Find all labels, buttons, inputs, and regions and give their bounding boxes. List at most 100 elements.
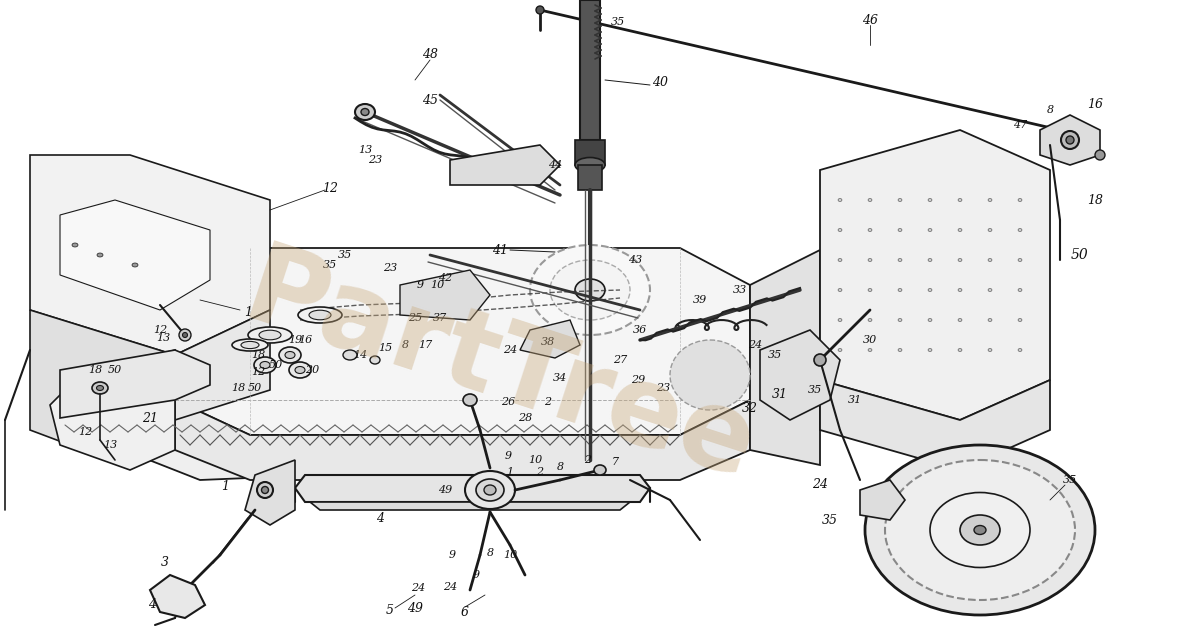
Ellipse shape bbox=[310, 310, 331, 320]
Ellipse shape bbox=[1066, 136, 1074, 144]
Ellipse shape bbox=[466, 471, 515, 509]
Ellipse shape bbox=[1061, 131, 1079, 149]
Ellipse shape bbox=[838, 258, 842, 261]
Text: 18: 18 bbox=[230, 383, 245, 393]
Ellipse shape bbox=[958, 289, 962, 292]
Text: 12: 12 bbox=[251, 367, 265, 377]
Text: 23: 23 bbox=[368, 155, 382, 165]
Ellipse shape bbox=[865, 445, 1096, 615]
Ellipse shape bbox=[97, 253, 103, 257]
Text: 31: 31 bbox=[848, 395, 862, 405]
Text: 34: 34 bbox=[553, 373, 568, 383]
Ellipse shape bbox=[868, 289, 872, 292]
Ellipse shape bbox=[898, 258, 902, 261]
Text: 47: 47 bbox=[1013, 120, 1027, 130]
Ellipse shape bbox=[928, 319, 932, 321]
Polygon shape bbox=[580, 0, 600, 140]
Text: 2: 2 bbox=[584, 455, 592, 465]
Ellipse shape bbox=[838, 289, 842, 292]
Ellipse shape bbox=[868, 348, 872, 352]
Text: 50: 50 bbox=[269, 360, 283, 370]
Ellipse shape bbox=[988, 229, 992, 231]
Ellipse shape bbox=[257, 482, 274, 498]
Ellipse shape bbox=[886, 460, 1075, 600]
Polygon shape bbox=[575, 140, 605, 165]
Polygon shape bbox=[60, 350, 210, 418]
Text: 9: 9 bbox=[473, 570, 480, 580]
Text: 1: 1 bbox=[506, 467, 514, 477]
Text: 35: 35 bbox=[808, 385, 822, 395]
Ellipse shape bbox=[958, 229, 962, 231]
Polygon shape bbox=[450, 145, 560, 185]
Ellipse shape bbox=[958, 198, 962, 202]
Text: 15: 15 bbox=[378, 343, 392, 353]
Text: 35: 35 bbox=[822, 513, 838, 527]
Text: 35: 35 bbox=[323, 260, 337, 270]
Ellipse shape bbox=[1018, 198, 1022, 202]
Polygon shape bbox=[1040, 115, 1100, 165]
Ellipse shape bbox=[484, 485, 496, 495]
Ellipse shape bbox=[241, 341, 259, 348]
Ellipse shape bbox=[550, 260, 630, 320]
Text: 24: 24 bbox=[443, 582, 457, 592]
Ellipse shape bbox=[928, 348, 932, 352]
Text: 6: 6 bbox=[461, 605, 469, 619]
Text: 10: 10 bbox=[528, 455, 542, 465]
Text: 40: 40 bbox=[652, 76, 668, 89]
Ellipse shape bbox=[260, 362, 270, 369]
Polygon shape bbox=[310, 502, 630, 510]
Ellipse shape bbox=[72, 243, 78, 247]
Polygon shape bbox=[520, 320, 580, 358]
Ellipse shape bbox=[838, 229, 842, 231]
Text: 19: 19 bbox=[288, 335, 302, 345]
Text: 12: 12 bbox=[152, 325, 167, 335]
Text: 24: 24 bbox=[503, 345, 517, 355]
Ellipse shape bbox=[1018, 258, 1022, 261]
Ellipse shape bbox=[286, 352, 295, 358]
Ellipse shape bbox=[254, 357, 276, 373]
Polygon shape bbox=[60, 200, 210, 310]
Ellipse shape bbox=[868, 198, 872, 202]
Text: 39: 39 bbox=[692, 295, 707, 305]
Ellipse shape bbox=[1018, 319, 1022, 321]
Text: 41: 41 bbox=[492, 244, 508, 256]
Text: 21: 21 bbox=[142, 411, 158, 425]
Text: 50: 50 bbox=[248, 383, 262, 393]
Text: 3: 3 bbox=[161, 556, 169, 568]
Text: 9: 9 bbox=[416, 280, 424, 290]
Polygon shape bbox=[400, 270, 490, 320]
Ellipse shape bbox=[958, 348, 962, 352]
Ellipse shape bbox=[182, 333, 187, 338]
Ellipse shape bbox=[476, 479, 504, 501]
Ellipse shape bbox=[96, 386, 103, 391]
Ellipse shape bbox=[575, 279, 605, 301]
Ellipse shape bbox=[898, 229, 902, 231]
Text: 2: 2 bbox=[536, 467, 544, 477]
Text: 20: 20 bbox=[305, 365, 319, 375]
Text: 4: 4 bbox=[376, 512, 384, 525]
Text: 17: 17 bbox=[418, 340, 432, 350]
Ellipse shape bbox=[928, 229, 932, 231]
Text: 7: 7 bbox=[612, 457, 618, 467]
Ellipse shape bbox=[289, 362, 311, 378]
Ellipse shape bbox=[278, 347, 301, 363]
Text: 8: 8 bbox=[1046, 105, 1054, 115]
Text: 28: 28 bbox=[518, 413, 532, 423]
Text: 24: 24 bbox=[812, 479, 828, 491]
Text: 25: 25 bbox=[408, 313, 422, 323]
Polygon shape bbox=[295, 475, 650, 502]
Text: 1: 1 bbox=[221, 481, 229, 493]
Ellipse shape bbox=[670, 340, 750, 410]
Text: 13: 13 bbox=[156, 333, 170, 343]
Text: 26: 26 bbox=[500, 397, 515, 407]
Ellipse shape bbox=[988, 289, 992, 292]
Ellipse shape bbox=[868, 258, 872, 261]
Text: 37: 37 bbox=[433, 313, 448, 323]
Polygon shape bbox=[50, 350, 175, 470]
Ellipse shape bbox=[960, 515, 1000, 545]
Text: 8: 8 bbox=[486, 548, 493, 558]
Ellipse shape bbox=[988, 258, 992, 261]
Text: 14: 14 bbox=[353, 350, 367, 360]
Text: 9: 9 bbox=[504, 451, 511, 461]
Text: 48: 48 bbox=[422, 49, 438, 62]
